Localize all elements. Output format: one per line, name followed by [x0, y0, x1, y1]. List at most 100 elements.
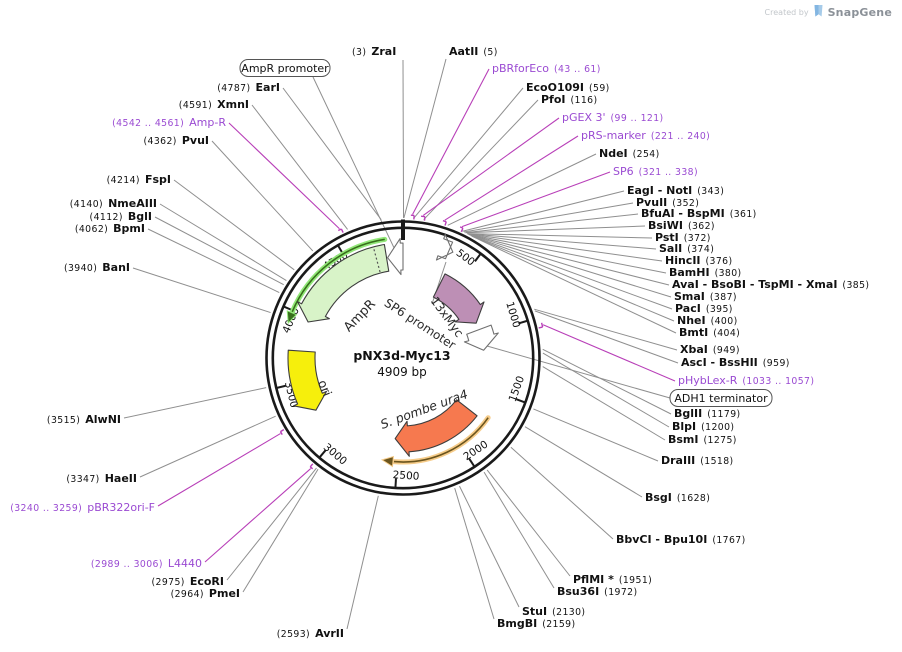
- leader-PvuI: [211, 140, 314, 252]
- tick-label-1500: 1500: [507, 374, 527, 403]
- site-label-PvuII: PvuII (352): [636, 196, 699, 209]
- tick-2000: [468, 458, 475, 467]
- site-label-PflMI-: PflMI * (1951): [573, 573, 652, 586]
- leader-BglI: [154, 216, 284, 286]
- leader-XbaI: [534, 308, 678, 351]
- leader-HaeII: [139, 415, 276, 478]
- leader-BmtI: [471, 235, 677, 334]
- leader-PvuII: [463, 202, 634, 233]
- site-label-BglI: (4112) BglI: [90, 210, 152, 223]
- plasmid-title-block: pNX3d-Myc13 4909 bp: [353, 348, 450, 379]
- site-label-BmgBI: BmgBI (2159): [497, 617, 576, 630]
- site-label-BsgI: BsgI (1628): [645, 491, 710, 504]
- feature-s-pombe-ura4: [394, 399, 478, 457]
- leader-BfuAI-BspMI: [465, 213, 639, 234]
- leader-BglII: [542, 348, 672, 415]
- leader-AvrII: [346, 495, 379, 630]
- site-label-SalI: SalI (374): [659, 242, 714, 255]
- watermark-brand: SnapGene: [827, 6, 892, 19]
- tick-label-1000: 1000: [503, 300, 522, 329]
- leader-SalI: [467, 233, 657, 250]
- feature-label-ampr: AmpR: [341, 297, 379, 335]
- leader-PfoI: [423, 99, 539, 220]
- leader-BsiWI: [465, 225, 646, 234]
- leader-AatII: [403, 58, 447, 219]
- leader-lines: [123, 58, 679, 630]
- leader-NheI: [471, 235, 675, 322]
- gene-arcs: [286, 236, 491, 468]
- leader-AscI-BssHII: [534, 310, 679, 364]
- primer-mark-221-240: [442, 220, 447, 226]
- site-label-EcoO109I: EcoO109I (59): [526, 81, 610, 94]
- primer-mark-4542-4561: [337, 228, 344, 233]
- tick-1000: [518, 319, 528, 325]
- site-label-pBR322ori-F: (3240 .. 3259) pBR322ori-F: [10, 501, 155, 514]
- primer-mark-321-338: [459, 226, 464, 233]
- site-label-PfoI: PfoI (116): [541, 93, 598, 106]
- watermark: Created by SnapGene: [765, 3, 892, 22]
- site-label-BglII: BglII (1179): [674, 407, 741, 420]
- leader-HincII: [467, 233, 663, 262]
- tick-3500: [276, 384, 286, 389]
- leader-NdeI: [447, 153, 597, 226]
- leader-ZraI: [402, 59, 405, 219]
- plasmid-ring: [265, 219, 541, 496]
- leader-pHybLex-R: [542, 324, 676, 382]
- plasmid-name: pNX3d-Myc13: [353, 348, 450, 363]
- site-label-BsiWI: BsiWI (362): [648, 219, 715, 232]
- site-label-NdeI: NdeI (254): [599, 147, 660, 160]
- leader-FspI: [173, 179, 295, 271]
- primer-mark-3240-3259: [279, 428, 285, 435]
- site-label-BbvCI-Bpu10I: BbvCI - Bpu10I (1767): [616, 533, 746, 546]
- snapgene-logo-icon: [813, 3, 824, 22]
- site-label-SP6: SP6 (321 .. 338): [613, 165, 698, 178]
- site-label-pHybLex-R: pHybLex-R (1033 .. 1057): [678, 374, 814, 387]
- boxed-label-ADH1-terminator: ADH1 terminator: [669, 389, 773, 407]
- leader-NmeAIII: [159, 203, 287, 281]
- boxed-label-AmpR-promoter: AmpR promoter: [239, 59, 331, 77]
- leader-PacI: [470, 235, 673, 310]
- feature-13xmyc: [432, 273, 485, 324]
- leader-AmpR-promoter: [312, 76, 397, 253]
- feature-label-ori: ori: [315, 378, 335, 399]
- site-label-pRS-marker: pRS-marker (221 .. 240): [581, 129, 710, 142]
- site-label-AatII: AatII (5): [449, 45, 498, 58]
- site-label-PstI: PstI (372): [655, 231, 711, 244]
- site-label-AvaI-BsoBI-TspMI-XmaI: AvaI - BsoBI - TspMI - XmaI (385): [672, 278, 869, 291]
- leader-EcoRI: [226, 467, 317, 581]
- leader-pGEX-3-: [422, 117, 560, 216]
- leader-pBRforEco: [412, 68, 490, 215]
- leader-AvaI-BsoBI-TspMI-XmaI: [469, 234, 670, 286]
- site-label-BlpI: BlpI (1200): [672, 420, 734, 433]
- leader-EcoO109I: [413, 87, 524, 219]
- site-label-BfuAI-BspMI: BfuAI - BspMI (361): [641, 207, 757, 220]
- site-label-NmeAIII: (4140) NmeAIII: [70, 197, 157, 210]
- site-label-BanI: (3940) BanI: [64, 261, 130, 274]
- leader-EagI-NotI: [462, 190, 625, 232]
- site-label-BpmI: (4062) BpmI: [75, 222, 145, 235]
- feature-ampr: [297, 243, 390, 323]
- site-label-NheI: NheI (400): [677, 314, 738, 327]
- feature-ori: [287, 349, 328, 411]
- primer-mark-99-121: [420, 215, 426, 221]
- watermark-created-by: Created by: [764, 8, 809, 17]
- site-label-EcoRI: (2975) EcoRI: [152, 575, 224, 588]
- site-label-DraIII: DraIII (1518): [661, 454, 734, 467]
- site-label-pGEX-3-: pGEX 3' (99 .. 121): [562, 111, 664, 124]
- leader-SP6: [461, 171, 611, 228]
- leader-pRS-marker: [444, 135, 579, 221]
- site-label-BmtI: BmtI (404): [679, 326, 740, 339]
- site-label-SmaI: SmaI (387): [674, 290, 737, 303]
- site-label-HaeII: (3347) HaeII: [66, 472, 137, 485]
- tick-label-500: 500: [454, 247, 477, 269]
- leader-BbvCI-Bpu10I: [510, 446, 614, 540]
- leader-BsgI: [524, 426, 643, 498]
- site-label-pBRforEco: pBRforEco (43 .. 61): [492, 62, 601, 75]
- site-label-PvuI: (4362) PvuI: [144, 134, 209, 147]
- site-label-EagI-NotI: EagI - NotI (343): [627, 184, 724, 197]
- site-label-XbaI: XbaI (949): [680, 343, 740, 356]
- leader-StuI: [459, 485, 520, 608]
- site-label-StuI: StuI (2130): [522, 605, 585, 618]
